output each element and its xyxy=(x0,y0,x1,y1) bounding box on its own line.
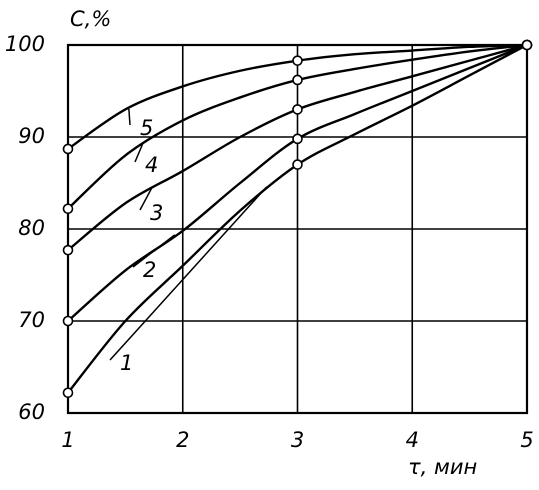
point-marker xyxy=(521,39,533,51)
point-marker xyxy=(292,104,303,115)
x-tick-label: 5 xyxy=(520,428,533,452)
point-marker xyxy=(292,159,303,170)
x-axis-title: τ, мин xyxy=(408,455,477,479)
point-marker xyxy=(62,203,74,215)
y-axis-title: С,% xyxy=(70,7,111,31)
label-leader xyxy=(134,143,144,163)
curve xyxy=(67,43,528,322)
point-marker xyxy=(62,387,74,399)
label-leader xyxy=(109,186,268,361)
curve-label: 5 xyxy=(140,116,153,140)
x-tick-label: 4 xyxy=(406,428,419,452)
plot-frame xyxy=(66,43,529,415)
point-marker xyxy=(62,244,74,256)
curve-label: 4 xyxy=(145,153,158,177)
y-tick-label: 70 xyxy=(18,308,45,332)
curve-label: 1 xyxy=(120,351,133,375)
y-tick-label: 60 xyxy=(18,400,45,424)
label-leader xyxy=(128,108,131,126)
x-tick-label: 1 xyxy=(61,428,74,452)
label-leader xyxy=(132,234,176,268)
curve-label: 3 xyxy=(150,201,163,225)
point-marker xyxy=(292,55,303,66)
y-tick-label: 80 xyxy=(18,216,45,240)
x-tick-label: 2 xyxy=(176,428,189,452)
curve-label: 2 xyxy=(143,258,156,282)
point-marker xyxy=(62,143,74,155)
point-marker xyxy=(292,74,303,86)
x-tick-label: 3 xyxy=(291,428,304,452)
label-leader xyxy=(139,187,153,211)
point-marker xyxy=(292,133,303,145)
point-marker xyxy=(62,315,74,327)
y-tick-label: 90 xyxy=(18,124,45,148)
y-tick-label: 100 xyxy=(5,32,45,56)
